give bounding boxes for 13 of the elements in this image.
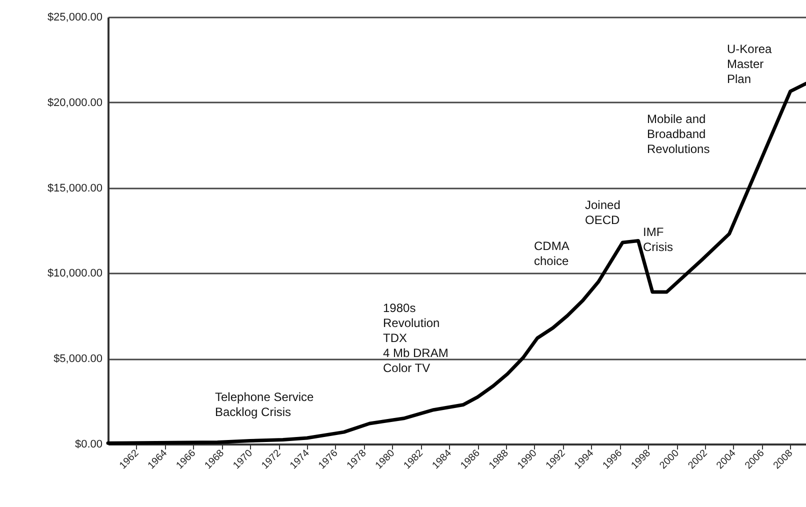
y-tick-label: $0.00 <box>74 438 102 450</box>
annotation: IMF Crisis <box>643 225 673 254</box>
y-tick-label: $20,000.00 <box>47 96 102 109</box>
annotation: Joined OECD <box>585 198 620 227</box>
y-tick-label: $15,000.00 <box>47 182 102 194</box>
y-tick-label: $10,000.00 <box>47 268 102 280</box>
annotation: CDMA choice <box>534 239 570 268</box>
y-tick-label: $25,000.00 <box>47 12 102 24</box>
annotation: Mobile and Broadband Revolutions <box>647 112 710 156</box>
annotation: 1980s Revolution TDX 4 Mb DRAM Color TV <box>383 301 448 375</box>
annotation: Telephone Service Backlog Crisis <box>215 390 314 419</box>
annotation: U-Korea Master Plan <box>727 42 772 86</box>
y-tick-label: $5,000.00 <box>54 353 102 366</box>
